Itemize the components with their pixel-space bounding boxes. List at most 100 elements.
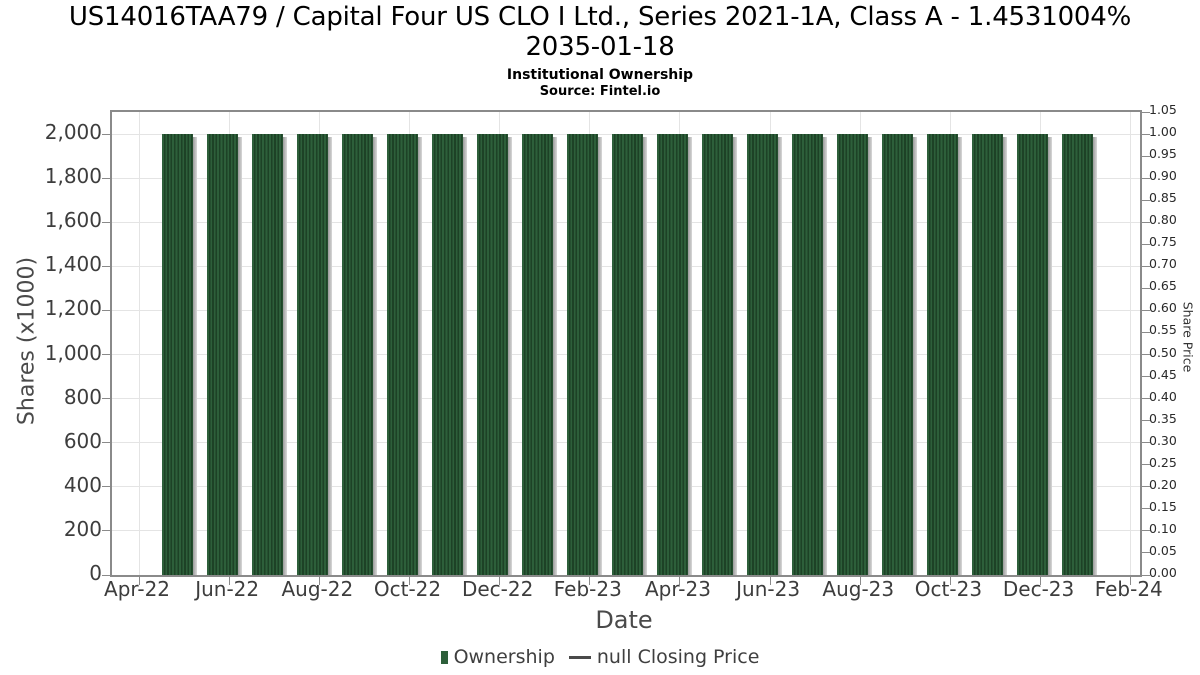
bar-shadow [192, 137, 197, 575]
y-right-tick-label: 0.25 [1149, 454, 1177, 470]
chart-subtitle: Institutional Ownership [506, 67, 694, 83]
legend: Ownership null Closing Price [0, 646, 1200, 668]
ownership-bar [1062, 134, 1094, 575]
y-left-tick-mark [102, 265, 110, 267]
ownership-bar [567, 134, 599, 575]
y-right-tick-label: 0.95 [1149, 146, 1177, 162]
y-left-tick-label: 400 [63, 472, 102, 497]
x-tick-label: Oct-23 [914, 577, 983, 601]
y-left-tick-mark [102, 221, 110, 223]
x-tick-label: Aug-23 [822, 577, 895, 601]
y-left-tick-mark [102, 177, 110, 179]
x-tick-mark [859, 577, 861, 585]
bar-shadow [598, 137, 603, 575]
y-right-tick-mark [1142, 155, 1150, 157]
x-tick-mark [138, 577, 140, 585]
bar-shadow [958, 137, 963, 575]
y-right-tick-mark [1142, 199, 1150, 201]
bar-shadow [823, 137, 828, 575]
v-gridline [138, 112, 140, 575]
ownership-bar [1017, 134, 1049, 575]
y-left-tick-mark [102, 309, 110, 311]
closing-price-line-marker-icon [568, 655, 591, 659]
ownership-bar [657, 134, 689, 575]
y-right-tick-mark [1142, 574, 1150, 576]
bar-shadow [1048, 137, 1053, 575]
bar-shadow [237, 137, 242, 575]
y-right-tick-label: 0.65 [1149, 278, 1177, 294]
y-right-tick-mark [1142, 133, 1150, 135]
y-right-tick-mark [1142, 420, 1150, 422]
ownership-bar [972, 134, 1004, 575]
y-right-tick-mark [1142, 111, 1150, 113]
y-left-tick-mark [102, 133, 110, 135]
ownership-bar [702, 134, 734, 575]
x-tick-mark [228, 577, 230, 585]
y-right-tick-mark [1142, 376, 1150, 378]
y-right-tick-mark [1142, 309, 1150, 311]
ownership-bar [837, 134, 869, 575]
bar-shadow [1003, 137, 1008, 575]
x-tick-mark [949, 577, 951, 585]
ownership-bar [296, 134, 328, 575]
y-left-tick-mark [102, 398, 110, 400]
y-right-tick-mark [1142, 331, 1150, 333]
bar-shadow [733, 137, 738, 575]
bar-shadow [553, 137, 558, 575]
y-right-tick-label: 0.05 [1149, 542, 1177, 558]
x-tick-mark [409, 577, 410, 585]
ownership-bar [161, 134, 193, 575]
x-tick-label: Apr-23 [644, 577, 711, 601]
y-right-tick-label: 0.60 [1149, 300, 1177, 316]
y-right-tick-label: 0.55 [1149, 322, 1177, 338]
x-tick-label: Dec-22 [461, 577, 534, 601]
y-left-tick-label: 600 [63, 428, 102, 453]
y-right-tick-label: 0.35 [1149, 410, 1177, 426]
bar-shadow [868, 137, 873, 575]
ownership-bar-marker-icon [440, 650, 448, 664]
x-tick-mark [499, 577, 501, 585]
y-left-tick-label: 1,600 [44, 208, 102, 233]
x-tick-mark [679, 577, 681, 585]
x-tick-mark [1130, 577, 1132, 585]
y-right-tick-label: 0.75 [1149, 234, 1177, 250]
y-right-tick-label: 0.10 [1149, 520, 1177, 536]
y-right-tick-mark [1142, 243, 1150, 245]
bar-shadow [462, 137, 467, 575]
x-tick-label: Apr-22 [104, 577, 171, 601]
y-right-tick-mark [1142, 508, 1150, 510]
ownership-bar [431, 134, 463, 575]
y-right-tick-label: 1.05 [1149, 102, 1177, 117]
bar-shadow [913, 137, 918, 575]
x-tick-label: Dec-23 [1002, 577, 1075, 601]
y-right-tick-mark [1142, 354, 1150, 356]
chart-title-line2: 2035-01-18 [525, 32, 675, 62]
y-right-tick-label: 0.30 [1149, 432, 1177, 448]
bar-shadow [417, 137, 422, 575]
v-gridline [1130, 112, 1132, 575]
x-tick-mark [318, 577, 320, 585]
y-left-tick-label: 1,200 [44, 296, 102, 321]
y-right-tick-label: 0.90 [1149, 168, 1177, 184]
x-tick-label: Aug-22 [281, 577, 354, 601]
y-left-tick-mark [102, 574, 110, 576]
ownership-bar [612, 134, 644, 575]
x-tick-label: Oct-22 [373, 577, 442, 601]
ownership-bar [206, 134, 238, 575]
bar-shadow [508, 137, 513, 575]
y-right-tick-label: 0.40 [1149, 388, 1177, 404]
bar-shadow [1093, 137, 1098, 575]
y-right-tick-label: 1.00 [1149, 124, 1177, 140]
y-left-tick-label: 1,400 [44, 252, 102, 277]
y-left-tick-mark [102, 486, 110, 488]
y-left-tick-label: 2,000 [44, 120, 102, 145]
x-tick-mark [769, 577, 771, 585]
y-right-tick-mark [1142, 442, 1150, 444]
y-right-tick-mark [1142, 398, 1150, 400]
y-right-tick-mark [1142, 287, 1150, 289]
bar-shadow [282, 137, 287, 575]
y-left-tick-label: 1,000 [44, 340, 102, 365]
ownership-bar [477, 134, 509, 575]
bar-shadow [372, 137, 377, 575]
